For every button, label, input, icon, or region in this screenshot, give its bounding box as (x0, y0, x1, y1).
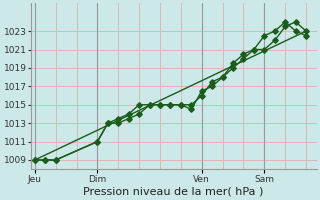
X-axis label: Pression niveau de la mer( hPa ): Pression niveau de la mer( hPa ) (84, 187, 264, 197)
